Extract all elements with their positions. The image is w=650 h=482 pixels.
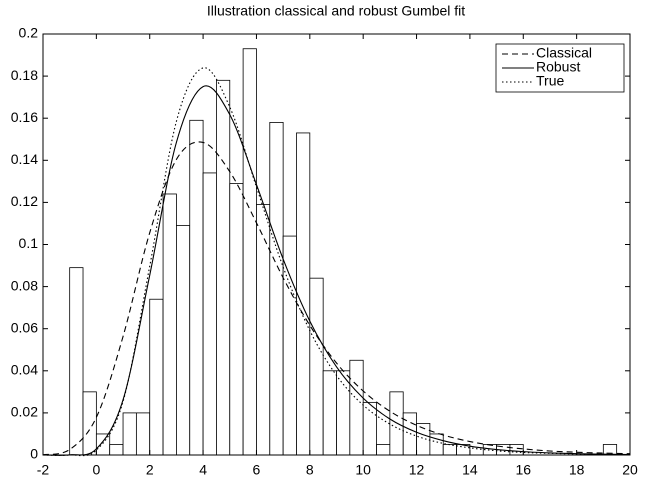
x-tick-label: 14: [462, 462, 478, 478]
x-tick-label: 10: [355, 462, 371, 478]
bar: [122, 412, 137, 456]
bar: [309, 277, 324, 456]
y-tick-label: 0.18: [11, 67, 38, 83]
bar: [349, 359, 364, 456]
legend-label: True: [536, 73, 564, 89]
x-tick-label: 20: [622, 462, 638, 478]
bar: [282, 235, 297, 456]
x-tick-label: 16: [515, 462, 531, 478]
x-tick-label: 4: [199, 462, 207, 478]
legend-label: Classical: [536, 45, 592, 61]
bar: [256, 204, 271, 456]
curve: [42, 85, 631, 456]
y-tick-label: 0.1: [19, 235, 39, 251]
bar: [442, 444, 457, 456]
y-tick-label: 0.04: [11, 362, 38, 378]
bar: [135, 412, 151, 456]
bar: [69, 267, 84, 456]
y-tick-label: 0.16: [11, 109, 38, 125]
bar: [242, 48, 257, 456]
bar: [509, 444, 524, 456]
bar: [376, 444, 391, 456]
bar: [296, 132, 311, 456]
curve: [42, 141, 631, 456]
y-tick-label: 0.14: [11, 151, 38, 167]
bar: [109, 444, 124, 456]
legend-label: Robust: [536, 59, 580, 75]
bar: [82, 391, 97, 456]
bar: [176, 225, 191, 456]
y-tick-label: 0.02: [11, 404, 38, 420]
x-tick-label: -2: [37, 462, 50, 478]
bar: [336, 370, 351, 456]
x-tick-label: 6: [253, 462, 261, 478]
x-tick-label: 18: [569, 462, 585, 478]
y-tick-label: 0.12: [11, 193, 38, 209]
bar: [216, 79, 231, 456]
bar: [162, 193, 177, 456]
y-tick-label: 0.08: [11, 277, 38, 293]
y-tick-label: 0: [30, 446, 38, 462]
x-tick-label: 8: [306, 462, 314, 478]
y-tick-label: 0.2: [19, 25, 39, 41]
bar: [269, 122, 284, 456]
bar: [402, 412, 417, 456]
y-tick-label: 0.06: [11, 319, 38, 335]
chart-title: Illustration classical and robust Gumbel…: [207, 3, 465, 19]
x-tick-label: 12: [409, 462, 425, 478]
x-tick-label: 2: [146, 462, 154, 478]
bar: [149, 298, 164, 456]
bar: [202, 172, 217, 456]
bar: [189, 119, 204, 456]
bar: [322, 370, 337, 456]
bar: [229, 183, 244, 456]
x-tick-label: 0: [92, 462, 100, 478]
